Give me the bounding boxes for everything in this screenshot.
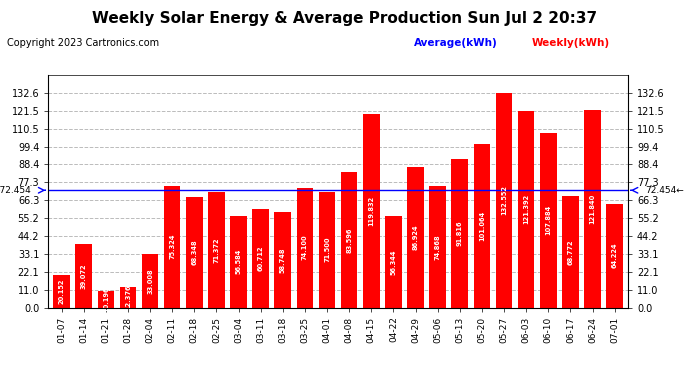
- Text: 20.152: 20.152: [59, 279, 65, 304]
- Bar: [186, 197, 203, 308]
- Text: 83.596: 83.596: [346, 227, 352, 253]
- Text: 68.348: 68.348: [191, 239, 197, 265]
- Text: Weekly Solar Energy & Average Production Sun Jul 2 20:37: Weekly Solar Energy & Average Production…: [92, 11, 598, 26]
- Bar: [495, 93, 512, 308]
- Text: 60.712: 60.712: [257, 246, 264, 271]
- Bar: [119, 288, 136, 308]
- Text: 75.324: 75.324: [169, 234, 175, 260]
- Text: 71.500: 71.500: [324, 237, 330, 262]
- Text: →72.454: →72.454: [0, 186, 31, 195]
- Text: 91.816: 91.816: [457, 220, 463, 246]
- Bar: [385, 216, 402, 308]
- Text: 101.064: 101.064: [479, 211, 485, 241]
- Text: Average(kWh): Average(kWh): [414, 38, 497, 48]
- Bar: [53, 275, 70, 308]
- Bar: [473, 144, 490, 308]
- Bar: [253, 209, 269, 308]
- Text: 119.832: 119.832: [368, 195, 374, 226]
- Bar: [208, 192, 225, 308]
- Text: 56.344: 56.344: [391, 249, 397, 274]
- Bar: [540, 133, 557, 308]
- Bar: [451, 159, 468, 308]
- Text: 121.840: 121.840: [589, 194, 595, 224]
- Text: 68.772: 68.772: [567, 239, 573, 265]
- Bar: [584, 110, 601, 308]
- Bar: [429, 186, 446, 308]
- Text: 86.924: 86.924: [413, 224, 419, 250]
- Bar: [407, 167, 424, 308]
- Text: 74.868: 74.868: [435, 234, 441, 260]
- Text: 72.454←: 72.454←: [645, 186, 684, 195]
- Text: 121.392: 121.392: [523, 194, 529, 224]
- Text: 39.072: 39.072: [81, 263, 87, 289]
- Bar: [562, 196, 579, 308]
- Bar: [319, 192, 335, 308]
- Text: 58.748: 58.748: [279, 247, 286, 273]
- Text: 56.584: 56.584: [235, 249, 242, 274]
- Bar: [141, 254, 159, 308]
- Bar: [341, 172, 357, 308]
- Bar: [164, 186, 181, 308]
- Bar: [518, 111, 535, 308]
- Bar: [75, 244, 92, 308]
- Text: 33.008: 33.008: [147, 268, 153, 294]
- Bar: [97, 291, 114, 308]
- Text: Copyright 2023 Cartronics.com: Copyright 2023 Cartronics.com: [7, 38, 159, 48]
- Text: 71.372: 71.372: [213, 237, 219, 262]
- Bar: [230, 216, 247, 308]
- Text: 10.196: 10.196: [103, 286, 109, 312]
- Text: 132.552: 132.552: [501, 185, 507, 215]
- Bar: [275, 213, 291, 308]
- Text: Weekly(kWh): Weekly(kWh): [531, 38, 609, 48]
- Bar: [363, 114, 380, 308]
- Text: 74.100: 74.100: [302, 235, 308, 260]
- Text: 12.376: 12.376: [125, 285, 131, 310]
- Text: 64.224: 64.224: [611, 243, 618, 268]
- Text: 107.884: 107.884: [545, 205, 551, 236]
- Bar: [607, 204, 623, 308]
- Bar: [297, 188, 313, 308]
